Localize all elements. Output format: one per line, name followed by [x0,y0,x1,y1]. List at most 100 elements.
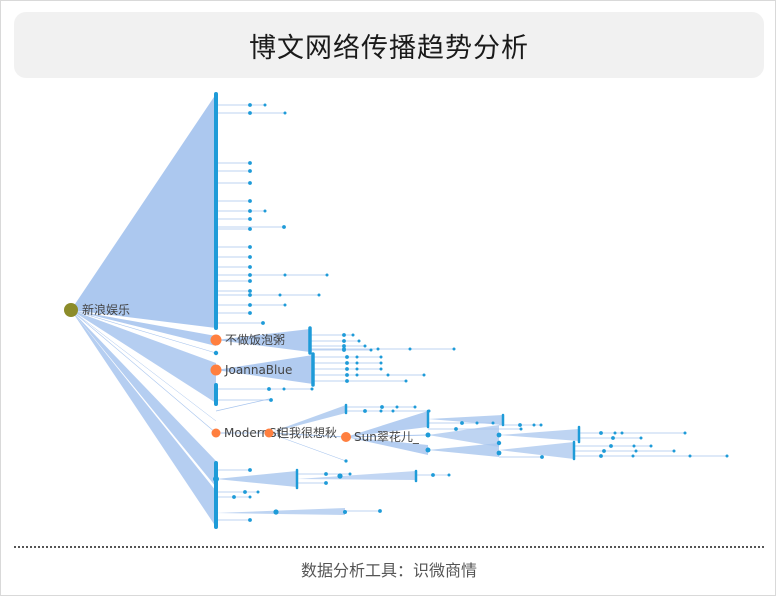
leaf-node-97[interactable] [540,455,544,459]
leaf-node-45[interactable] [355,361,359,365]
leaf-node-72[interactable] [491,421,495,425]
leaf-node-6[interactable] [248,169,252,173]
leaf-node-59[interactable] [269,398,273,402]
leaf-node-101[interactable] [348,472,352,476]
leaf-node-90[interactable] [602,449,606,453]
leaf-node-47[interactable] [345,367,349,371]
leaf-node-100[interactable] [324,472,328,476]
leaf-node-20[interactable] [248,273,252,277]
leaf-node-91[interactable] [634,449,638,453]
leaf-node-41[interactable] [345,355,349,359]
node-key-1[interactable]: 不做饭泡粥 [210,332,286,347]
leaf-node-48[interactable] [355,367,359,371]
leaf-node-39[interactable] [408,347,412,351]
leaf-node-80[interactable] [539,423,543,427]
leaf-node-110[interactable] [273,509,279,515]
leaf-node-86[interactable] [639,436,643,440]
leaf-node-26[interactable] [248,303,252,307]
leaf-node-103[interactable] [337,473,343,479]
leaf-node-60[interactable] [344,459,348,463]
leaf-node-96[interactable] [725,454,729,458]
node-key-1-dot[interactable] [210,334,222,346]
leaf-node-8[interactable] [248,199,252,203]
leaf-node-1[interactable] [248,103,252,107]
leaf-node-37[interactable] [342,347,346,351]
leaf-node-62[interactable] [395,405,399,409]
leaf-node-106[interactable] [243,490,247,494]
node-key-2[interactable]: JoannaBlue [210,363,293,377]
leaf-node-13[interactable] [248,265,252,269]
leaf-node-40[interactable] [452,347,456,351]
leaf-node-79[interactable] [532,423,536,427]
leaf-node-113[interactable] [248,518,252,522]
leaf-node-24[interactable] [278,293,282,297]
leaf-node-87[interactable] [609,444,613,448]
leaf-node-102[interactable] [324,481,328,485]
leaf-node-38[interactable] [376,347,380,351]
leaf-node-5[interactable] [248,161,252,165]
node-key-4-dot[interactable] [264,428,274,438]
leaf-node-44[interactable] [345,361,349,365]
leaf-node-70[interactable] [460,421,464,425]
leaf-node-71[interactable] [475,421,479,425]
leaf-node-29[interactable] [342,333,346,337]
leaf-node-56[interactable] [267,387,271,391]
leaf-node-53[interactable] [422,373,426,377]
leaf-node-108[interactable] [232,495,236,499]
leaf-node-42[interactable] [355,355,359,359]
leaf-node-55[interactable] [404,379,408,383]
leaf-node-16[interactable] [248,311,252,315]
leaf-node-81[interactable] [599,431,603,435]
leaf-node-57[interactable] [282,387,286,391]
leaf-node-64[interactable] [363,409,367,413]
leaf-node-52[interactable] [386,373,390,377]
leaf-node-43[interactable] [379,355,383,359]
leaf-node-88[interactable] [632,444,636,448]
leaf-node-67[interactable] [427,409,431,413]
leaf-node-77[interactable] [496,450,502,456]
leaf-node-22[interactable] [325,273,329,277]
leaf-node-46[interactable] [379,361,383,365]
leaf-node-12[interactable] [248,255,252,259]
leaf-node-92[interactable] [672,449,676,453]
leaf-node-0[interactable] [213,350,219,356]
leaf-node-27[interactable] [283,303,287,307]
leaf-node-17[interactable] [248,209,252,213]
leaf-node-50[interactable] [345,373,349,377]
leaf-node-74[interactable] [519,427,523,431]
leaf-node-23[interactable] [248,293,252,297]
leaf-node-4[interactable] [283,111,287,115]
leaf-node-105[interactable] [447,473,451,477]
leaf-node-85[interactable] [611,436,615,440]
leaf-node-19[interactable] [282,225,286,229]
leaf-node-34[interactable] [363,344,367,348]
leaf-node-78[interactable] [518,423,522,427]
leaf-node-51[interactable] [355,373,359,377]
leaf-node-89[interactable] [649,444,653,448]
leaf-node-7[interactable] [248,181,252,185]
leaf-node-3[interactable] [248,111,252,115]
leaf-node-54[interactable] [345,379,349,383]
leaf-node-25[interactable] [317,293,321,297]
leaf-node-28[interactable] [261,321,265,325]
leaf-node-75[interactable] [496,432,502,438]
node-key-5-dot[interactable] [341,432,351,442]
node-key-4[interactable]: 但我很想秋 [264,425,338,440]
node-root-dot[interactable] [64,303,78,317]
leaf-node-65[interactable] [379,409,383,413]
leaf-node-2[interactable] [263,103,267,107]
leaf-node-112[interactable] [378,509,382,513]
leaf-node-109[interactable] [248,495,252,499]
leaf-node-18[interactable] [263,209,267,213]
leaf-node-61[interactable] [380,405,384,409]
leaf-node-33[interactable] [342,344,346,348]
leaf-node-32[interactable] [357,339,361,343]
leaf-node-83[interactable] [620,431,624,435]
leaf-node-21[interactable] [283,273,287,277]
leaf-node-94[interactable] [631,454,635,458]
leaf-node-9[interactable] [248,217,252,221]
leaf-node-66[interactable] [391,409,395,413]
leaf-node-36[interactable] [369,348,373,352]
node-key-5[interactable]: Sun翠花儿_ [341,429,420,444]
node-key-2-dot[interactable] [210,364,222,376]
